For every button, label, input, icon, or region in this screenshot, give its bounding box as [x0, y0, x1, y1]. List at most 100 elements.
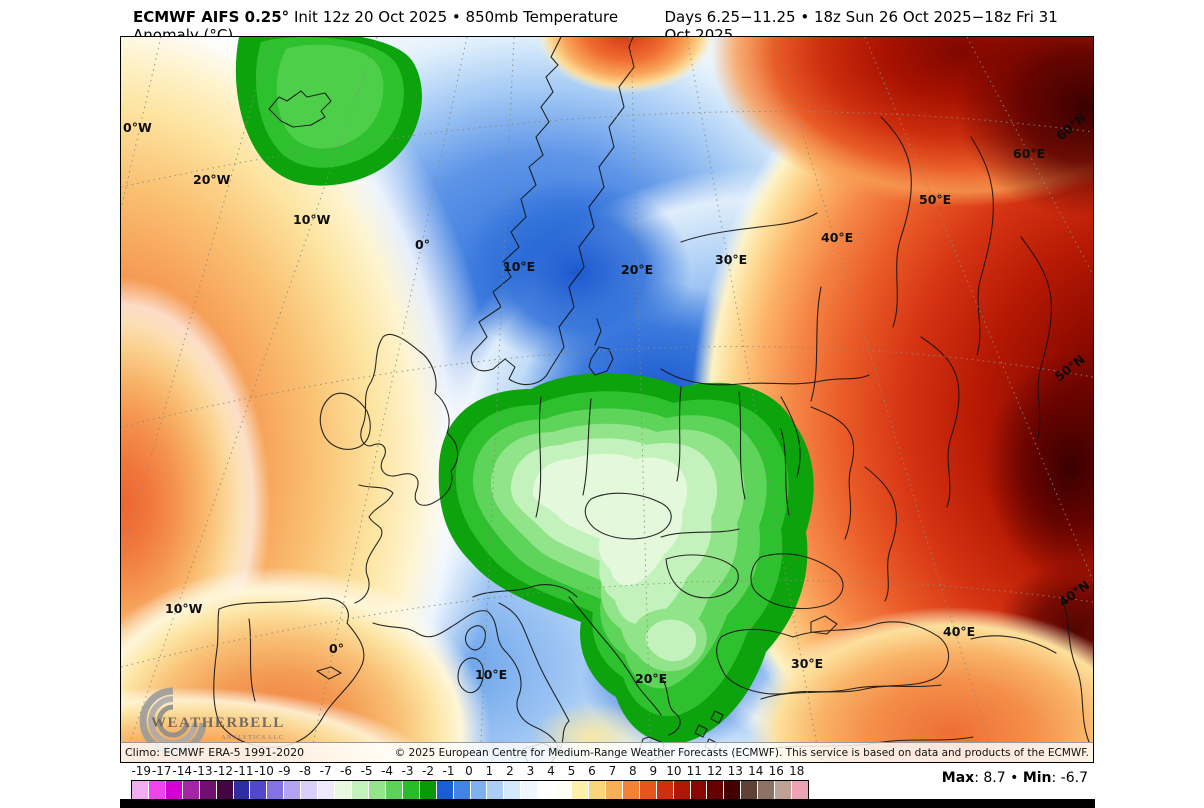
colorbar-tick-label: 8: [629, 764, 637, 778]
colorbar-cell: [250, 781, 267, 799]
colorbar-cell: [538, 781, 555, 799]
colorbar-tick-label: 18: [789, 764, 805, 778]
colorbar-cell: [690, 781, 707, 799]
grid-label: 10°W: [293, 212, 331, 227]
colorbar-tick-label: 9: [649, 764, 658, 778]
anomaly-map: 0°W 20°W 10°W 0° 10°E 20°E 30°E 40°E 50°E 60°E 60°…: [120, 36, 1094, 763]
copyright-note: © 2025 European Centre for Medium-Range …: [394, 746, 1089, 759]
colorbar-cell: [216, 781, 233, 799]
colorbar-cell: [724, 781, 741, 799]
grid-label: 20°E: [621, 262, 653, 277]
grid-label: 50°E: [919, 192, 951, 207]
colorbar-tick-label: 14: [748, 764, 764, 778]
colorbar-tick-label: 13: [727, 764, 743, 778]
grid-label: 0°: [415, 237, 430, 252]
bottom-bar: [120, 799, 1095, 808]
attribution-strip: Climo: ECMWF ERA-5 1991-2020 © 2025 Euro…: [121, 742, 1093, 762]
colorbar-tick-label: -19: [131, 764, 152, 778]
colorbar-cell: [267, 781, 284, 799]
colorbar-cell: [775, 781, 792, 799]
colorbar-tick-label: 0: [465, 764, 473, 778]
colorbar-tick-label: -11: [233, 764, 254, 778]
colorbar-tick-label: -17: [151, 764, 172, 778]
grid-label: 40°E: [821, 230, 853, 245]
colorbar-tick-label: 5: [567, 764, 576, 778]
colorbar-cell: [741, 781, 758, 799]
colorbar-cell: [572, 781, 588, 799]
grid-label: 10°W: [165, 601, 203, 616]
colorbar-cell: [605, 781, 622, 799]
colorbar-tick-label: -9: [278, 764, 291, 778]
logo-text: WEATHERBELL: [151, 715, 285, 731]
colorbar-tick-label: 4: [547, 764, 555, 778]
weatherbell-logo: WEATHERBELL ANALYTICS LLC: [139, 687, 285, 755]
colorbar-cell: [233, 781, 250, 799]
colorbar-cell: [199, 781, 216, 799]
colorbar-cell: [132, 781, 148, 799]
colorbar-tick-label: 1: [485, 764, 494, 778]
colorbar-tick-label: 16: [768, 764, 784, 778]
colorbar-labels: -19 -17 -14 -13 -12 -11 -10 -9 -8 -7 -6 -5 -4 -3 -2 -1 0…: [131, 764, 807, 778]
grid-label: 0°: [329, 641, 344, 656]
logo-subtext: ANALYTICS LLC: [221, 734, 284, 741]
colorbar-cell: [165, 781, 182, 799]
colorbar-tick-label: 12: [707, 764, 723, 778]
colorbar-cell: [335, 781, 352, 799]
climo-note: Climo: ECMWF ERA-5 1991-2020: [125, 746, 305, 759]
colorbar-cell: [318, 781, 335, 799]
colorbar-cell: [758, 781, 775, 799]
max-label: Max: [941, 770, 975, 786]
colorbar-tick-label: -14: [172, 764, 193, 778]
colorbar-cell: [284, 781, 301, 799]
colorbar-cell: [436, 781, 453, 799]
colorbar-tick-label: 7: [608, 764, 617, 778]
colorbar-tick-label: -10: [254, 764, 274, 778]
colorbar-cell: [622, 781, 639, 799]
grid-label: 30°E: [715, 252, 747, 267]
colorbar-tick-label: -8: [299, 764, 312, 778]
colorbar-cell: [385, 781, 402, 799]
colorbar-cell: [419, 781, 436, 799]
colorbar-cell: [555, 781, 572, 799]
colorbar-cell: [521, 781, 538, 799]
grid-label: 10°E: [475, 667, 507, 682]
colorbar-cell: [673, 781, 690, 799]
graticule: [121, 37, 1093, 762]
colorbar-tick-label: -2: [422, 764, 434, 778]
colorbar-cell: [148, 781, 165, 799]
colorbar-cell: [504, 781, 521, 799]
colorbar-cell: [707, 781, 724, 799]
separator-dot: •: [1005, 770, 1023, 786]
grid-label: 60°E: [1013, 146, 1045, 161]
grid-label: 20°W: [193, 172, 231, 187]
colorbar-tick-label: -6: [340, 764, 353, 778]
colorbar-tick-label: -3: [401, 764, 414, 778]
colorbar-tick-label: -1: [442, 764, 455, 778]
colorbar-cell: [487, 781, 504, 799]
grid-label: 40°E: [943, 624, 975, 639]
colorbar-cell: [453, 781, 470, 799]
colorbar-tick-label: 3: [526, 764, 535, 778]
colorbar-tick-label: -4: [381, 764, 394, 778]
grid-label: 10°E: [503, 259, 535, 274]
colorbar-tick-label: 10: [666, 764, 682, 778]
map-canvas: 0°W20°W10°W0°10°E 20°E30°E40°E50°E60°E60°…: [121, 37, 1093, 762]
colorbar-cell: [639, 781, 656, 799]
grid-label: 20°E: [635, 671, 667, 686]
central-europe-green-blob: [438, 373, 814, 744]
colorbar-cell: [301, 781, 318, 799]
colorbar-cell: [368, 781, 385, 799]
colorbar-cell: [470, 781, 487, 799]
colorbar-cell: [352, 781, 368, 799]
colorbar-cell: [792, 781, 808, 799]
colorbar-cell: [182, 781, 199, 799]
colorbar: [131, 780, 809, 800]
colorbar-cell: [656, 781, 673, 799]
colorbar-tick-label: -13: [192, 764, 213, 778]
colorbar-tick-label: -7: [319, 764, 332, 778]
min-value: : -6.7: [1051, 770, 1088, 786]
colorbar-tick-label: -12: [213, 764, 233, 778]
grid-label: 0°W: [123, 120, 152, 135]
min-label: Min: [1022, 770, 1052, 786]
